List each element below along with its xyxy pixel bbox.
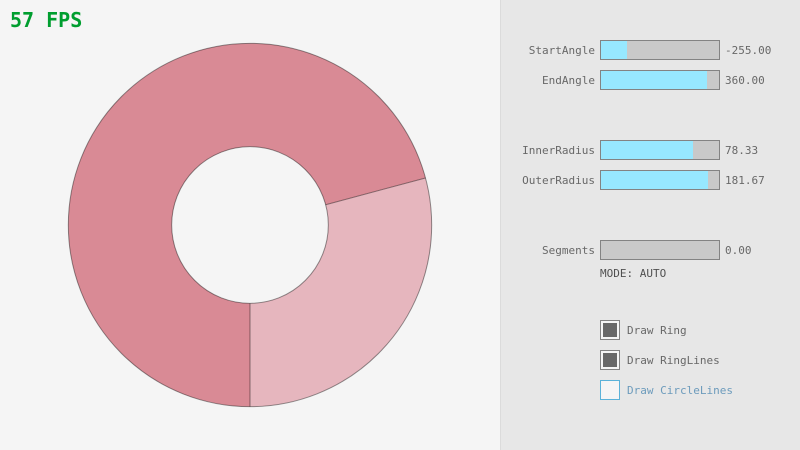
- outerradius-slider[interactable]: [600, 170, 720, 190]
- checkbox-draw-circlelines: Draw CircleLines: [600, 380, 733, 400]
- draw-ring-label: Draw Ring: [627, 323, 687, 337]
- innerradius-value: 78.33: [725, 143, 759, 157]
- endangle-value: 360.00: [725, 73, 765, 87]
- endangle-slider-fill: [601, 71, 708, 89]
- slider-row-segments: Segments 0.00: [500, 240, 800, 260]
- draw-circlelines-checkbox[interactable]: [600, 380, 620, 400]
- innerradius-label: InnerRadius: [522, 143, 595, 157]
- ring-line-start-angle: [325, 177, 426, 206]
- ring-outline-outer: [67, 42, 433, 408]
- endangle-label: EndAngle: [542, 73, 595, 87]
- checkbox-draw-ring: Draw Ring: [600, 320, 687, 340]
- outerradius-slider-fill: [601, 171, 709, 189]
- ring-sector-overlap: [68, 43, 426, 407]
- startangle-value: -255.00: [725, 43, 772, 57]
- slider-row-innerradius: InnerRadius 78.33: [500, 140, 800, 160]
- checkbox-draw-ringlines: Draw RingLines: [600, 350, 720, 370]
- startangle-label: StartAngle: [528, 43, 595, 57]
- endangle-slider[interactable]: [600, 70, 720, 90]
- ring-outline-inner: [171, 146, 329, 304]
- ring-sector-single: [250, 177, 432, 407]
- outerradius-value: 181.67: [725, 173, 765, 187]
- draw-ringlines-checkbox[interactable]: [600, 350, 620, 370]
- segments-slider[interactable]: [600, 240, 720, 260]
- draw-circlelines-label: Draw CircleLines: [627, 383, 733, 397]
- slider-row-startangle: StartAngle -255.00: [500, 40, 800, 60]
- startangle-slider-fill: [601, 41, 627, 59]
- startangle-slider[interactable]: [600, 40, 720, 60]
- segments-value: 0.00: [725, 243, 752, 257]
- draw-ringlines-label: Draw RingLines: [627, 353, 720, 367]
- fps-counter: 57 FPS: [10, 8, 83, 32]
- slider-row-outerradius: OuterRadius 181.67: [500, 170, 800, 190]
- segments-label: Segments: [542, 243, 595, 257]
- draw-ring-checkbox[interactable]: [600, 320, 620, 340]
- slider-row-endangle: EndAngle 360.00: [500, 70, 800, 90]
- check-mark: [603, 383, 617, 397]
- innerradius-slider[interactable]: [600, 140, 720, 160]
- check-mark: [603, 323, 617, 337]
- outerradius-label: OuterRadius: [522, 173, 595, 187]
- check-mark: [603, 353, 617, 367]
- segments-mode-text: MODE: AUTO: [600, 267, 667, 280]
- innerradius-slider-fill: [601, 141, 694, 159]
